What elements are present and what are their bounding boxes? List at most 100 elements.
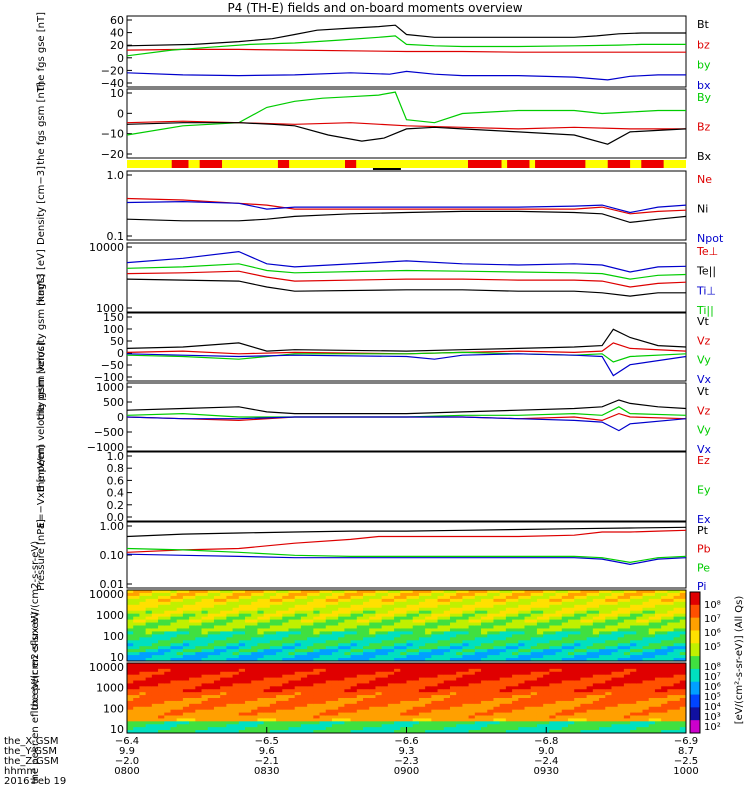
heatmap-cell bbox=[139, 598, 147, 603]
heatmap-cell bbox=[201, 677, 209, 681]
heatmap-cell bbox=[232, 637, 240, 641]
heatmap-cell bbox=[599, 643, 606, 647]
heatmap-cell bbox=[207, 658, 215, 662]
heatmap-cell bbox=[474, 655, 482, 659]
heatmap-cell bbox=[251, 646, 258, 650]
heatmap-cell bbox=[127, 622, 134, 626]
x-tick-label: −6.8 bbox=[534, 736, 558, 747]
heatmap-cell bbox=[512, 715, 519, 719]
heatmap-cell bbox=[648, 598, 656, 603]
heatmap-cell bbox=[381, 677, 389, 681]
heatmap-cell bbox=[474, 637, 482, 641]
heatmap-cell bbox=[406, 680, 414, 684]
heatmap-cell bbox=[586, 680, 594, 684]
heatmap-cell bbox=[375, 706, 383, 711]
heatmap-cell bbox=[263, 610, 271, 615]
heatmap-cell bbox=[449, 709, 457, 714]
heatmap-cell bbox=[592, 637, 600, 641]
heatmap-cell bbox=[630, 646, 637, 650]
heatmap-cell bbox=[481, 674, 488, 679]
heatmap-cell bbox=[369, 643, 376, 647]
heatmap-cell bbox=[611, 683, 619, 687]
heatmap-cell bbox=[213, 715, 221, 719]
heatmap-cell bbox=[300, 610, 308, 615]
heatmap-cell bbox=[363, 610, 370, 615]
heatmap-cell bbox=[443, 715, 451, 719]
heatmap-cell bbox=[381, 715, 389, 719]
legend-entry: Te|| bbox=[696, 265, 716, 278]
heatmap-cell bbox=[630, 658, 637, 662]
heatmap-cell bbox=[555, 703, 563, 708]
heatmap-cell bbox=[437, 598, 445, 603]
heatmap-cell bbox=[586, 683, 594, 687]
heatmap-cell bbox=[207, 607, 215, 612]
heatmap-cell bbox=[493, 689, 501, 693]
heatmap-cell bbox=[245, 686, 252, 690]
heatmap-cell bbox=[505, 643, 513, 647]
heatmap-cell bbox=[623, 640, 631, 644]
heatmap-cell bbox=[238, 643, 246, 647]
heatmap-cell bbox=[493, 613, 501, 618]
heatmap-cell bbox=[369, 677, 376, 681]
heatmap-cell bbox=[338, 598, 345, 603]
heatmap-cell bbox=[288, 622, 296, 626]
chart-title: P4 (TH-E) fields and on-board moments ov… bbox=[227, 1, 522, 15]
heatmap-cell bbox=[356, 610, 364, 615]
heatmap-cell bbox=[481, 610, 488, 615]
heatmap-cell bbox=[524, 712, 532, 716]
heatmap-cell bbox=[648, 652, 656, 656]
heatmap-cell bbox=[617, 703, 625, 708]
heatmap-cell bbox=[425, 643, 432, 647]
heatmap-cell bbox=[195, 637, 203, 641]
heatmap-cell bbox=[307, 658, 314, 662]
heatmap-cell bbox=[474, 712, 482, 716]
heatmap-cell bbox=[201, 619, 209, 624]
heatmap-cell bbox=[648, 646, 656, 650]
heatmap-cell bbox=[580, 683, 588, 687]
heatmap-cell bbox=[512, 730, 519, 734]
heatmap-cell bbox=[238, 658, 246, 662]
heatmap-cell bbox=[648, 706, 656, 711]
heatmap-cell bbox=[524, 640, 532, 644]
heatmap-cell bbox=[269, 625, 277, 629]
heatmap-cell bbox=[481, 616, 488, 621]
heatmap-cell bbox=[592, 686, 600, 690]
heatmap-cell bbox=[617, 652, 625, 656]
heatmap-cell bbox=[158, 628, 165, 632]
heatmap-cell bbox=[263, 658, 271, 662]
heatmap-cell bbox=[338, 695, 345, 699]
legend-entry: Te⊥ bbox=[696, 245, 718, 258]
heatmap-cell bbox=[369, 622, 376, 626]
heatmap-cell bbox=[679, 658, 687, 662]
heatmap-cell bbox=[344, 631, 352, 635]
heatmap-cell bbox=[623, 665, 631, 670]
heatmap-cell bbox=[182, 634, 190, 638]
heatmap-cell bbox=[381, 652, 389, 656]
heatmap-cell bbox=[611, 631, 619, 635]
heatmap-cell bbox=[617, 698, 625, 702]
heatmap-cell bbox=[449, 607, 457, 612]
heatmap-cell bbox=[344, 637, 352, 641]
heatmap-cell bbox=[412, 663, 420, 667]
heatmap-cell bbox=[338, 700, 345, 705]
heatmap-cell bbox=[592, 683, 600, 687]
heatmap-cell bbox=[207, 698, 215, 702]
heatmap-cell bbox=[307, 668, 314, 673]
heatmap-cell bbox=[207, 652, 215, 656]
heatmap-cell bbox=[431, 689, 439, 693]
heatmap-cell bbox=[282, 616, 289, 621]
heatmap-cell bbox=[530, 721, 538, 725]
heatmap-cell bbox=[437, 592, 445, 597]
heatmap-cell bbox=[567, 646, 575, 650]
heatmap-cell bbox=[350, 643, 358, 647]
heatmap-cell bbox=[437, 686, 445, 690]
heatmap-cell bbox=[394, 655, 401, 659]
heatmap-cell bbox=[226, 663, 234, 667]
heatmap-cell bbox=[630, 730, 637, 734]
heatmap-cell bbox=[158, 665, 165, 670]
heatmap-cell bbox=[630, 706, 637, 711]
heatmap-cell bbox=[605, 730, 612, 734]
heatmap-cell bbox=[642, 668, 650, 673]
heatmap-cell bbox=[350, 640, 358, 644]
heatmap-cell bbox=[456, 692, 463, 696]
